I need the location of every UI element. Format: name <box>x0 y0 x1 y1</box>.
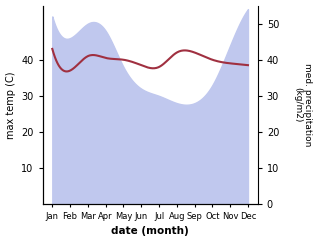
X-axis label: date (month): date (month) <box>111 227 189 236</box>
Y-axis label: max temp (C): max temp (C) <box>5 71 16 139</box>
Y-axis label: med. precipitation
(kg/m2): med. precipitation (kg/m2) <box>293 63 313 147</box>
